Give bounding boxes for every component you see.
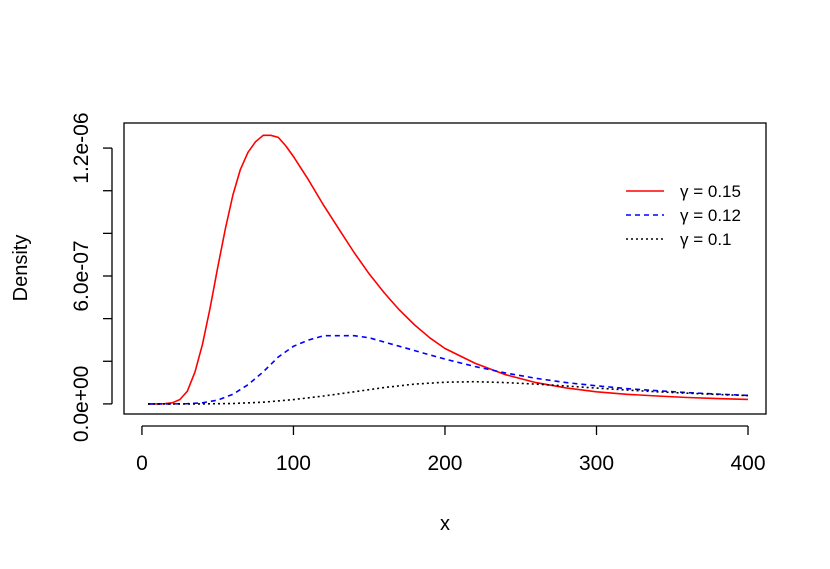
x-tick-label: 100 bbox=[276, 452, 311, 475]
legend: γ = 0.15 γ = 0.12 γ = 0.1 bbox=[626, 182, 741, 249]
legend-label-3: γ = 0.1 bbox=[680, 230, 732, 249]
series-line-2 bbox=[148, 334, 749, 405]
plot-frame bbox=[123, 122, 767, 415]
x-axis: 0 100 200 300 400 bbox=[136, 425, 766, 475]
y-axis: 0.0e+00 6.0e-07 1.2e-06 bbox=[70, 112, 113, 443]
legend-label-1: γ = 0.15 bbox=[680, 182, 741, 201]
y-axis-label: Density bbox=[10, 235, 32, 302]
series-line-1 bbox=[148, 134, 749, 405]
y-tick-label: 6.0e-07 bbox=[70, 240, 93, 311]
series-layer bbox=[148, 134, 749, 405]
legend-label-2: γ = 0.12 bbox=[680, 206, 741, 225]
y-tick-label: 1.2e-06 bbox=[70, 112, 93, 183]
x-tick-label: 200 bbox=[427, 452, 462, 475]
series-line-3 bbox=[148, 380, 749, 405]
x-tick-label: 300 bbox=[579, 452, 614, 475]
x-tick-label: 0 bbox=[136, 452, 148, 475]
y-tick-label: 0.0e+00 bbox=[70, 366, 93, 443]
x-axis-label: x bbox=[440, 513, 450, 535]
x-tick-label: 400 bbox=[730, 452, 765, 475]
